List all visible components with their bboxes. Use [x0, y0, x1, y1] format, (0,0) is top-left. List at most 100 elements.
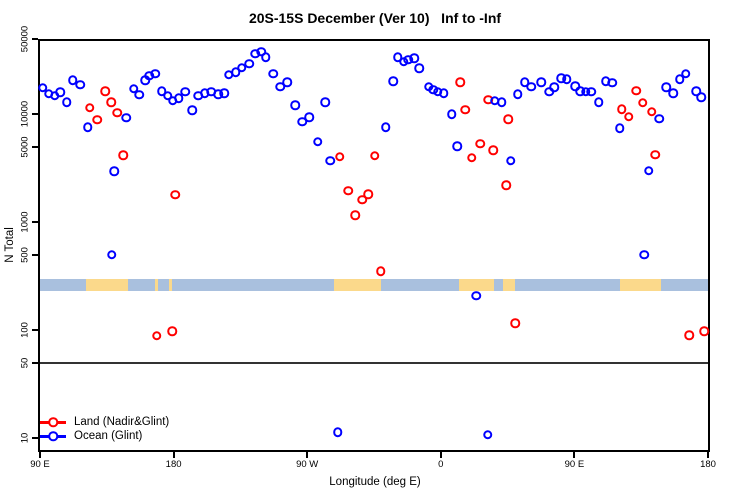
band-land-segment	[333, 279, 381, 291]
data-point-ocean	[654, 114, 664, 124]
y-tick-mark	[32, 437, 38, 439]
data-point-ocean	[109, 166, 119, 176]
data-point-ocean	[570, 81, 580, 92]
data-point-ocean	[312, 136, 323, 147]
x-tick-mark	[306, 452, 309, 458]
data-point-land	[92, 115, 102, 125]
data-point-land	[335, 151, 345, 162]
data-point-land	[467, 152, 477, 163]
data-point-ocean	[607, 78, 617, 88]
data-point-ocean	[121, 113, 131, 123]
band-land-segment	[154, 279, 158, 291]
data-point-ocean	[661, 82, 672, 92]
data-point-ocean	[325, 156, 335, 166]
data-point-land	[112, 107, 122, 118]
band-land-segment	[503, 279, 516, 291]
data-point-land	[363, 189, 373, 200]
data-point-land	[369, 151, 380, 161]
data-point-ocean	[675, 74, 685, 84]
x-tick-mark	[573, 452, 576, 458]
data-point-ocean	[61, 97, 72, 107]
legend-item-ocean: Ocean (Glint)	[40, 429, 169, 443]
x-tick-mark	[707, 452, 709, 458]
band-land-segment	[458, 279, 495, 291]
data-point-ocean	[614, 123, 625, 133]
y-tick-mark	[32, 221, 38, 223]
data-point-ocean	[536, 77, 546, 88]
data-point-land	[646, 106, 657, 117]
data-point-ocean	[549, 82, 560, 92]
data-point-land	[375, 266, 386, 276]
data-point-ocean	[639, 249, 649, 260]
chart-title: 20S-15S December (Ver 10) Inf to -Inf	[248, 10, 502, 26]
data-point-land	[650, 149, 661, 160]
data-point-ocean	[82, 122, 93, 133]
reference-line-50	[40, 361, 708, 364]
data-point-land	[343, 185, 353, 196]
data-point-land	[503, 114, 514, 125]
y-tick-mark	[32, 145, 38, 148]
data-point-ocean	[55, 87, 65, 97]
legend-label-ocean: Ocean (Glint)	[74, 430, 143, 442]
y-tick-mark	[32, 113, 38, 115]
data-point-land	[699, 326, 710, 337]
data-point-ocean	[505, 155, 516, 166]
data-point-land	[623, 112, 634, 122]
data-point-land	[84, 103, 95, 113]
y-tick-mark	[32, 361, 38, 364]
ocean-series-symbol	[40, 429, 66, 443]
y-tick-label: 1000	[19, 211, 31, 233]
data-point-land	[460, 105, 471, 115]
data-point-ocean	[439, 88, 449, 98]
data-point-land	[170, 189, 180, 200]
data-point-land	[350, 210, 361, 220]
latitude-band-map-strip	[40, 279, 708, 291]
data-point-land	[637, 98, 648, 108]
x-tick-mark	[39, 452, 41, 458]
data-point-ocean	[290, 100, 301, 110]
y-tick-label: 10	[19, 432, 31, 444]
data-point-land	[510, 318, 520, 329]
x-tick-mark	[439, 452, 442, 458]
y-tick-label: 50	[19, 357, 31, 368]
band-land-segment	[86, 279, 128, 291]
x-tick-label: 180	[700, 459, 716, 470]
x-axis-label: Longitude (deg E)	[329, 476, 421, 488]
legend-label-land: Land (Nadir&Glint)	[74, 416, 170, 428]
data-point-ocean	[332, 427, 343, 438]
data-point-ocean	[409, 53, 419, 64]
y-tick-mark	[32, 253, 38, 256]
data-point-ocean	[156, 86, 167, 96]
y-axis-label: N Total	[4, 227, 16, 263]
y-tick-label: 5000	[19, 135, 31, 158]
data-point-land	[631, 85, 641, 96]
data-point-ocean	[219, 88, 229, 99]
data-point-ocean	[388, 76, 399, 87]
plot-area	[38, 39, 710, 452]
data-point-ocean	[174, 93, 184, 103]
data-point-ocean	[381, 122, 391, 133]
y-tick-label: 10000	[19, 100, 31, 128]
x-tick-label: 0	[438, 459, 444, 470]
x-tick-label: 90 E	[564, 459, 585, 470]
data-point-ocean	[282, 77, 292, 88]
data-point-land	[100, 86, 111, 96]
data-point-ocean	[680, 68, 691, 79]
x-tick-label: 90 E	[30, 459, 50, 470]
data-point-ocean	[320, 97, 330, 107]
data-point-ocean	[304, 112, 315, 123]
data-point-land	[167, 326, 177, 337]
y-tick-label: 50000	[19, 25, 31, 53]
data-point-ocean	[496, 97, 507, 108]
data-point-ocean	[414, 63, 425, 74]
data-point-land	[488, 145, 499, 155]
data-point-ocean	[268, 68, 278, 79]
data-point-land	[118, 150, 128, 160]
y-tick-mark	[32, 38, 38, 40]
data-point-ocean	[526, 81, 537, 92]
x-tick-mark	[172, 452, 175, 458]
data-point-land	[151, 331, 162, 341]
band-land-segment	[620, 279, 662, 291]
data-point-land	[475, 139, 485, 149]
